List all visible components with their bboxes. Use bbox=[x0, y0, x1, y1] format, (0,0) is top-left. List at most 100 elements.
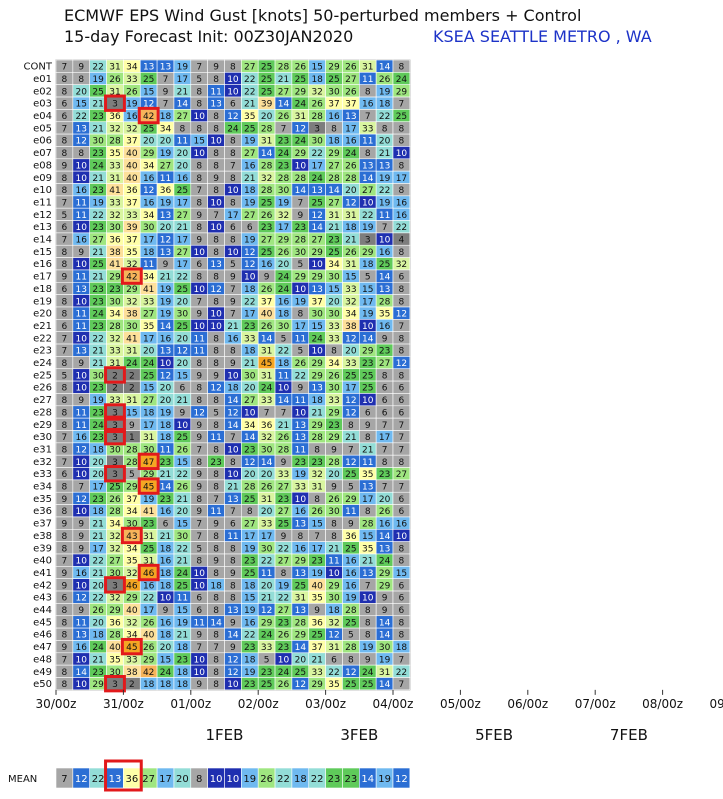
member-label: e10 bbox=[33, 185, 52, 196]
cell-value: 8 bbox=[62, 507, 68, 517]
cell-value: 25 bbox=[362, 680, 373, 690]
cell-value: 26 bbox=[328, 371, 340, 381]
cell-value: 7 bbox=[196, 445, 202, 455]
cell-value: 31 bbox=[109, 63, 120, 73]
cell-value: 29 bbox=[379, 569, 391, 579]
cell-value: 29 bbox=[295, 557, 307, 567]
cell-value: 8 bbox=[196, 100, 202, 110]
cell-value: 22 bbox=[143, 594, 154, 604]
cell-value: 33 bbox=[244, 334, 255, 344]
cell-value: 13 bbox=[76, 631, 87, 641]
cell-value: 29 bbox=[311, 248, 323, 258]
cell-value: 23 bbox=[244, 322, 255, 332]
cell-value: 21 bbox=[244, 359, 255, 369]
cell-value: 37 bbox=[126, 137, 137, 147]
cell-value: 10 bbox=[227, 371, 239, 381]
cell-value: 10 bbox=[160, 359, 172, 369]
cell-value: 10 bbox=[76, 680, 88, 690]
cell-value: 23 bbox=[92, 297, 103, 307]
cell-value: 12 bbox=[76, 445, 87, 455]
cell-value: 18 bbox=[92, 507, 104, 517]
cell-value: 11 bbox=[143, 260, 154, 270]
cell-value: 9 bbox=[264, 273, 270, 283]
cell-value: 23 bbox=[92, 495, 103, 505]
mean-value: 17 bbox=[159, 774, 172, 785]
cell-value: 29 bbox=[109, 273, 121, 283]
cell-value: 19 bbox=[126, 100, 138, 110]
cell-value: 22 bbox=[177, 544, 188, 554]
cell-value: 27 bbox=[143, 310, 154, 320]
cell-value: 8 bbox=[230, 347, 236, 357]
cell-value: 25 bbox=[143, 544, 154, 554]
mean-label: MEAN bbox=[8, 774, 37, 785]
cell-value: 8 bbox=[399, 334, 405, 344]
cell-value: 29 bbox=[143, 655, 155, 665]
cell-value: 28 bbox=[345, 606, 357, 616]
cell-value: 8 bbox=[196, 223, 202, 233]
cell-value: 8 bbox=[213, 297, 219, 307]
cell-value: 16 bbox=[295, 507, 307, 517]
cell-value: 36 bbox=[261, 421, 273, 431]
cell-value: 11 bbox=[295, 334, 306, 344]
cell-value: 7 bbox=[382, 483, 388, 493]
cell-value: 8 bbox=[399, 631, 405, 641]
cell-value: 33 bbox=[311, 668, 322, 678]
cell-value: 34 bbox=[328, 260, 340, 270]
cell-value: 8 bbox=[399, 161, 405, 171]
cell-value: 16 bbox=[143, 174, 155, 184]
cell-value: 15 bbox=[311, 63, 322, 73]
cell-value: 21 bbox=[92, 347, 103, 357]
cell-value: 22 bbox=[278, 594, 289, 604]
cell-value: 11 bbox=[76, 273, 87, 283]
cell-value: 27 bbox=[177, 211, 188, 221]
cell-value: 25 bbox=[177, 285, 188, 295]
cell-value: 5 bbox=[264, 655, 270, 665]
cell-value: 22 bbox=[396, 668, 407, 678]
cell-value: 7 bbox=[163, 100, 169, 110]
cell-value: 18 bbox=[244, 186, 256, 196]
cell-value: 8 bbox=[399, 186, 405, 196]
cell-value: 10 bbox=[295, 495, 307, 505]
cell-value: 41 bbox=[143, 285, 154, 295]
cell-value: 12 bbox=[295, 124, 306, 134]
cell-value: 14 bbox=[295, 186, 307, 196]
cell-value: 6 bbox=[247, 223, 253, 233]
date-label: 7FEB bbox=[610, 726, 648, 744]
cell-value: 8 bbox=[62, 680, 68, 690]
cell-value: 9 bbox=[196, 507, 202, 517]
cell-value: 7 bbox=[348, 445, 354, 455]
cell-value: 7 bbox=[399, 100, 405, 110]
cell-value: 8 bbox=[180, 124, 186, 134]
cell-value: 32 bbox=[126, 569, 137, 579]
x-tick-label: 30/00z bbox=[36, 697, 77, 711]
cell-value: 2 bbox=[112, 371, 118, 381]
cell-value: 7 bbox=[62, 63, 68, 73]
cell-value: 6 bbox=[331, 655, 337, 665]
cell-value: 23 bbox=[278, 643, 289, 653]
cell-value: 12 bbox=[244, 260, 255, 270]
cell-value: 23 bbox=[362, 359, 373, 369]
cell-value: 23 bbox=[244, 445, 255, 455]
cell-value: 3 bbox=[112, 680, 118, 690]
cell-value: 25 bbox=[379, 260, 390, 270]
cell-value: 33 bbox=[261, 520, 272, 530]
cell-value: 31 bbox=[261, 347, 272, 357]
cell-value: 30 bbox=[311, 310, 323, 320]
cell-value: 8 bbox=[213, 248, 219, 258]
cell-value: 18 bbox=[160, 569, 172, 579]
cell-value: 16 bbox=[160, 507, 172, 517]
cell-value: 10 bbox=[76, 174, 88, 184]
cell-value: 23 bbox=[92, 285, 103, 295]
cell-value: 19 bbox=[278, 198, 290, 208]
cell-value: 16 bbox=[227, 334, 239, 344]
cell-value: 16 bbox=[126, 112, 138, 122]
cell-value: 5 bbox=[62, 371, 68, 381]
member-label: e29 bbox=[33, 420, 52, 431]
cell-value: 18 bbox=[160, 581, 172, 591]
cell-value: 8 bbox=[297, 310, 303, 320]
cell-value: 25 bbox=[261, 198, 272, 208]
cell-value: 18 bbox=[177, 680, 189, 690]
cell-value: 20 bbox=[160, 396, 172, 406]
cell-value: 11 bbox=[76, 198, 87, 208]
